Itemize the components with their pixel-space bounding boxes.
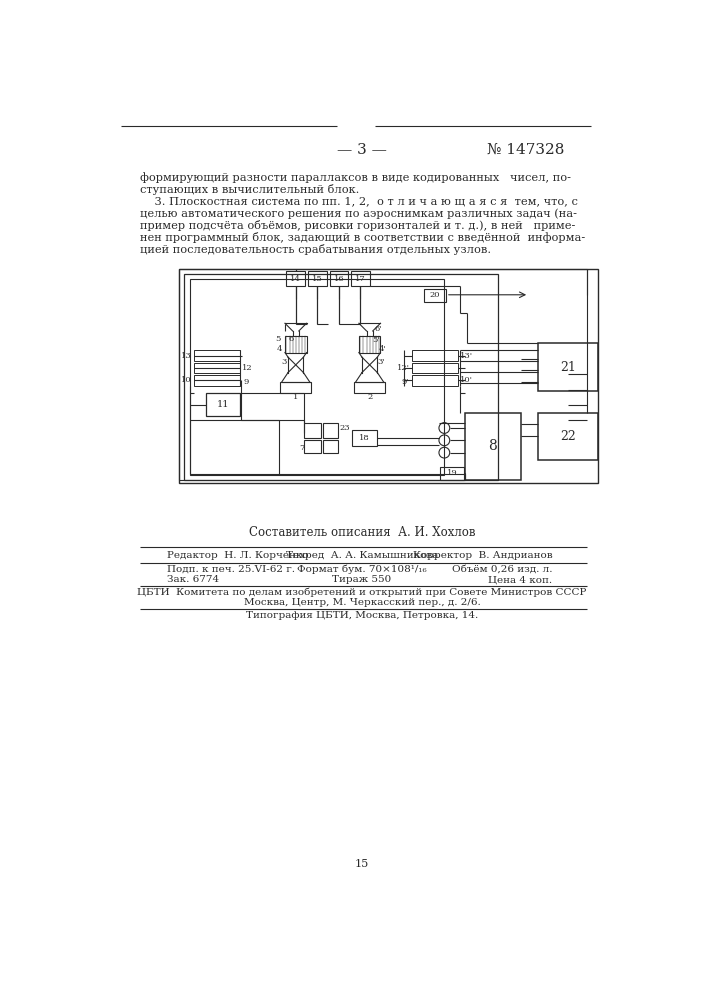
Text: целью автоматического решения по аэроснимкам различных задач (на-: целью автоматического решения по аэросни…	[140, 208, 577, 219]
Bar	[322, 423, 338, 438]
Text: 21: 21	[561, 361, 576, 374]
Text: 20: 20	[430, 291, 440, 299]
Text: Редактор  Н. Л. Корченко: Редактор Н. Л. Корченко	[167, 551, 309, 560]
Bar	[194, 350, 240, 361]
Bar	[322, 440, 338, 453]
Text: Тираж 550: Тираж 550	[332, 575, 392, 584]
Text: 14: 14	[291, 275, 301, 283]
Text: Объём 0,26 изд. л.: Объём 0,26 изд. л.	[452, 564, 552, 573]
Text: 5': 5'	[373, 336, 380, 344]
Text: 9': 9'	[401, 378, 409, 386]
Text: 5: 5	[275, 335, 281, 343]
Text: нен программный блок, задающий в соответствии с введённой  информа-: нен программный блок, задающий в соответ…	[140, 232, 585, 243]
Bar	[286, 271, 305, 286]
Bar	[424, 289, 446, 302]
Bar	[304, 440, 321, 453]
Bar	[412, 363, 458, 373]
Text: 1: 1	[293, 393, 298, 401]
Text: Составитель описания  А. И. Хохлов: Составитель описания А. И. Хохлов	[249, 526, 475, 539]
Text: 15: 15	[355, 859, 369, 869]
Text: № 147328: № 147328	[486, 143, 564, 157]
Text: Москва, Центр, М. Черкасский пер., д. 2/6.: Москва, Центр, М. Черкасский пер., д. 2/…	[244, 598, 480, 607]
Text: Корректор  В. Андрианов: Корректор В. Андрианов	[412, 551, 552, 560]
Bar	[285, 336, 307, 353]
Text: пример подсчёта объёмов, рисовки горизонталей и т. д.), в ней   приме-: пример подсчёта объёмов, рисовки горизон…	[140, 220, 575, 231]
Text: 12: 12	[242, 364, 252, 372]
Text: 13: 13	[181, 352, 192, 360]
Text: 2: 2	[367, 393, 373, 401]
Text: 23: 23	[339, 424, 350, 432]
Bar	[354, 382, 385, 393]
Text: Типография ЦБТИ, Москва, Петровка, 14.: Типография ЦБТИ, Москва, Петровка, 14.	[246, 611, 478, 620]
Bar	[329, 271, 348, 286]
Bar	[281, 382, 311, 393]
Text: 4': 4'	[379, 345, 387, 353]
Text: Техред  А. А. Камышникова: Техред А. А. Камышникова	[286, 551, 438, 560]
Text: 6': 6'	[374, 325, 382, 333]
Text: Подп. к печ. 25.VI-62 г.: Подп. к печ. 25.VI-62 г.	[167, 564, 295, 573]
Text: 13': 13'	[460, 352, 473, 360]
Text: 17: 17	[355, 275, 366, 283]
Text: 8: 8	[489, 439, 497, 453]
Bar	[412, 375, 458, 386]
Bar	[190, 279, 444, 475]
Text: 9: 9	[243, 378, 249, 386]
Text: 19: 19	[447, 469, 457, 477]
Text: 4: 4	[276, 345, 282, 353]
Text: Зак. 6774: Зак. 6774	[167, 575, 219, 584]
Text: 11: 11	[216, 400, 229, 409]
Bar	[412, 350, 458, 361]
Bar	[184, 274, 498, 480]
Bar	[359, 336, 380, 353]
Text: Формат бум. 70×108¹/₁₆: Формат бум. 70×108¹/₁₆	[297, 564, 427, 574]
Bar	[352, 430, 377, 446]
Text: 3. Плоскостная система по пп. 1, 2,  о т л и ч а ю щ а я с я  тем, что, с: 3. Плоскостная система по пп. 1, 2, о т …	[140, 196, 578, 206]
Text: формирующий разности параллаксов в виде кодированных   чисел, по-: формирующий разности параллаксов в виде …	[140, 172, 571, 183]
Bar	[304, 423, 321, 438]
Text: 12': 12'	[397, 364, 409, 372]
Bar	[351, 271, 370, 286]
Bar	[179, 269, 598, 483]
Text: Цена 4 коп.: Цена 4 коп.	[488, 575, 552, 584]
Text: цией последовательность срабатывания отдельных узлов.: цией последовательность срабатывания отд…	[140, 244, 491, 255]
Text: — 3 —: — 3 —	[337, 143, 387, 157]
Text: 7: 7	[299, 444, 304, 452]
Text: 16: 16	[334, 275, 344, 283]
Bar	[440, 466, 464, 480]
Bar	[538, 343, 598, 391]
Text: 15: 15	[312, 275, 322, 283]
Bar	[206, 393, 240, 416]
Text: 3': 3'	[378, 358, 385, 366]
Text: 10: 10	[181, 376, 192, 384]
Text: 10': 10'	[460, 376, 473, 384]
Text: 22: 22	[561, 430, 576, 443]
Text: 3: 3	[281, 358, 286, 366]
Text: 6: 6	[288, 335, 293, 343]
Bar	[538, 413, 598, 460]
Bar	[308, 271, 327, 286]
Bar	[194, 363, 240, 373]
Text: ступающих в вычислительный блок.: ступающих в вычислительный блок.	[140, 184, 360, 195]
Text: ЦБТИ  Комитета по делам изобретений и открытий при Совете Министров СССР: ЦБТИ Комитета по делам изобретений и отк…	[137, 587, 587, 597]
Bar	[465, 413, 520, 480]
Bar	[194, 375, 240, 386]
Text: 18: 18	[359, 434, 370, 442]
